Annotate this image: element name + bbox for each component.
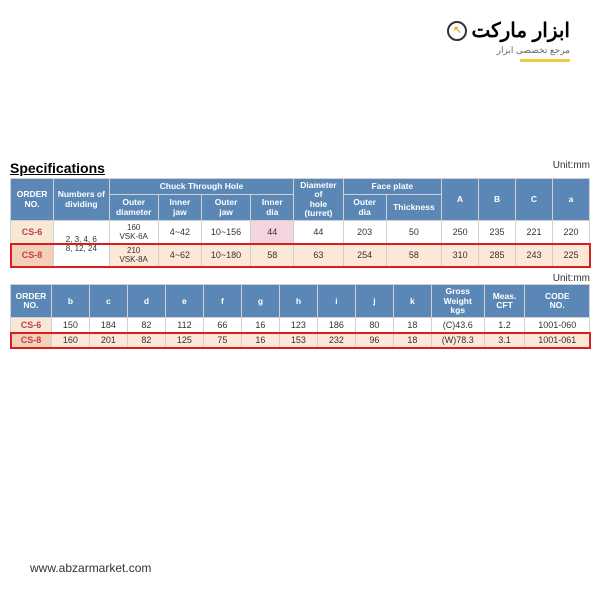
cell-order: CS-8 [11, 244, 54, 267]
cell: 250 [442, 221, 479, 244]
th-order: ORDER NO. [11, 285, 52, 318]
cell: 184 [89, 318, 127, 333]
cell: 225 [552, 244, 589, 267]
cell: 235 [479, 221, 516, 244]
cell: 125 [165, 333, 203, 348]
table-row: CS-6 2, 3, 4, 68, 12, 24 160 VSK-6A 4~42… [11, 221, 590, 244]
th-b: b [51, 285, 89, 318]
cell: 160 VSK-6A [109, 221, 158, 244]
cell: 66 [203, 318, 241, 333]
cell: 310 [442, 244, 479, 267]
th-faceplate: Face plate [343, 179, 442, 195]
th-code: CODE NO. [525, 285, 590, 318]
brand-logo: ابزار مارکت ↖ مرجع تخصصی ابزار [447, 18, 570, 62]
cell: 10~156 [201, 221, 250, 244]
cell: 153 [279, 333, 317, 348]
th-e: e [165, 285, 203, 318]
table-row: CS-6 150 184 82 112 66 16 123 186 80 18 … [11, 318, 590, 333]
cell-order: CS-6 [11, 221, 54, 244]
cell: 82 [127, 318, 165, 333]
cell: 150 [51, 318, 89, 333]
th-g: g [241, 285, 279, 318]
cell-order: CS-8 [11, 333, 52, 348]
cell: 220 [552, 221, 589, 244]
th-A: A [442, 179, 479, 221]
table-row-highlighted: CS-8 160 201 82 125 75 16 153 232 96 18 … [11, 333, 590, 348]
unit-label-2: Unit:mm [553, 273, 590, 284]
th-innerjaw: Inner jaw [158, 194, 201, 220]
th-c: c [89, 285, 127, 318]
th-fpthick: Thickness [386, 194, 441, 220]
th-j: j [355, 285, 393, 318]
cell: 1001-061 [525, 333, 590, 348]
logo-subtitle: مرجع تخصصی ابزار [447, 45, 570, 56]
cell: 221 [516, 221, 553, 244]
cell: 160 [51, 333, 89, 348]
spec-title: Specifications [10, 160, 105, 176]
th-h: h [279, 285, 317, 318]
th-a: a [552, 179, 589, 221]
cell: 243 [516, 244, 553, 267]
th-C: C [516, 179, 553, 221]
logo-underline [520, 59, 570, 62]
cell: 10~180 [201, 244, 250, 267]
cell: 16 [241, 318, 279, 333]
th-d: d [127, 285, 165, 318]
cell: (W)78.3 [431, 333, 484, 348]
cell: 4~42 [158, 221, 201, 244]
cell: 201 [89, 333, 127, 348]
logo-icon: ↖ [447, 21, 467, 41]
th-outerdia: Outer diameter [109, 194, 158, 220]
footer-url: www.abzarmarket.com [30, 561, 151, 575]
cell: 18 [393, 333, 431, 348]
cell: 1.2 [484, 318, 525, 333]
cell: 44 [294, 221, 343, 244]
cell: 1001-060 [525, 318, 590, 333]
cell: 285 [479, 244, 516, 267]
spec-table-2: ORDER NO. b c d e f g h i j k Gross Weig… [10, 284, 590, 348]
cell: 44 [251, 221, 294, 244]
cell: (C)43.6 [431, 318, 484, 333]
unit-label: Unit:mm [553, 160, 590, 171]
specifications-section: Specifications Unit:mm ORDER NO. Numbers… [10, 160, 590, 348]
th-outerjaw: Outer jaw [201, 194, 250, 220]
th-order: ORDER NO. [11, 179, 54, 221]
cell-num: 2, 3, 4, 68, 12, 24 [54, 221, 109, 267]
spec-table-1: ORDER NO. Numbers of dividing Chuck Thro… [10, 178, 590, 267]
logo-text: ابزار مارکت [471, 18, 570, 43]
th-chuck: Chuck Through Hole [109, 179, 294, 195]
th-diamhole: Diameter of hole (turret) [294, 179, 343, 221]
cell: 112 [165, 318, 203, 333]
cell: 3.1 [484, 333, 525, 348]
cell: 123 [279, 318, 317, 333]
cell: 16 [241, 333, 279, 348]
cell: 75 [203, 333, 241, 348]
cell: 82 [127, 333, 165, 348]
cell: 4~62 [158, 244, 201, 267]
cell: 210 VSK-8A [109, 244, 158, 267]
cell: 96 [355, 333, 393, 348]
cell: 80 [355, 318, 393, 333]
th-innerdia: Inner dia [251, 194, 294, 220]
th-k: k [393, 285, 431, 318]
cell-order: CS-6 [11, 318, 52, 333]
cell: 254 [343, 244, 386, 267]
th-i: i [317, 285, 355, 318]
th-numbers: Numbers of dividing [54, 179, 109, 221]
logo-main: ابزار مارکت ↖ [447, 18, 570, 43]
th-f: f [203, 285, 241, 318]
th-gw: Gross Weight kgs [431, 285, 484, 318]
th-fpouter: Outer dia [343, 194, 386, 220]
cell: 186 [317, 318, 355, 333]
cell: 58 [251, 244, 294, 267]
th-cft: Meas. CFT [484, 285, 525, 318]
cell: 63 [294, 244, 343, 267]
cell: 58 [386, 244, 441, 267]
cell: 232 [317, 333, 355, 348]
th-B: B [479, 179, 516, 221]
cell: 50 [386, 221, 441, 244]
cell: 203 [343, 221, 386, 244]
cell: 18 [393, 318, 431, 333]
